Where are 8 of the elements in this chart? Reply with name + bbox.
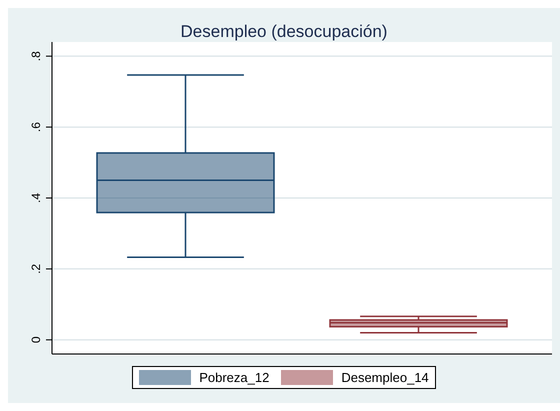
legend-label: Desempleo_14	[341, 370, 429, 385]
y-tick-label: .2	[29, 264, 43, 274]
y-tick-label: .6	[29, 122, 43, 132]
y-tick-label: 0	[29, 336, 43, 344]
chart-title: Desempleo (desocupación)	[180, 22, 388, 42]
y-tick-label: .8	[29, 50, 43, 62]
legend-label: Pobreza_12	[199, 370, 270, 385]
y-tick-label: .4	[29, 192, 43, 204]
